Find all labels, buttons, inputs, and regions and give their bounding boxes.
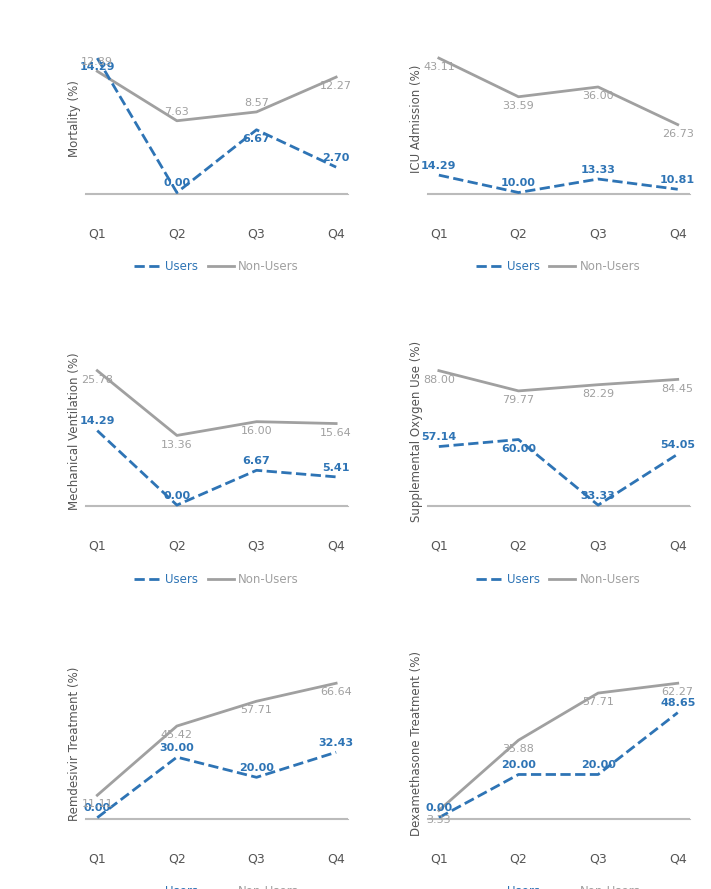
Text: 48.65: 48.65 [660, 699, 695, 709]
Text: 26.73: 26.73 [662, 129, 694, 139]
Text: 54.05: 54.05 [661, 440, 695, 450]
Text: 45.42: 45.42 [161, 730, 193, 741]
Text: 12.89: 12.89 [81, 57, 113, 67]
Y-axis label: Supplemental Oxygen Use (%): Supplemental Oxygen Use (%) [410, 340, 423, 522]
Text: 20.00: 20.00 [581, 760, 616, 771]
Text: 36.00: 36.00 [582, 92, 614, 101]
Text: 32.43: 32.43 [319, 738, 353, 748]
Legend: Users, Non-Users: Users, Non-Users [471, 568, 646, 590]
Text: 14.29: 14.29 [421, 161, 456, 171]
Y-axis label: Remdesivir Treatment (%): Remdesivir Treatment (%) [68, 667, 81, 821]
Text: 8.57: 8.57 [244, 98, 269, 108]
Y-axis label: Dexamethasone Treatment (%): Dexamethasone Treatment (%) [410, 652, 423, 837]
Text: 88.00: 88.00 [423, 375, 455, 385]
Text: 35.88: 35.88 [503, 744, 535, 755]
Text: 33.33: 33.33 [581, 491, 616, 501]
Text: 2.70: 2.70 [323, 153, 350, 163]
Text: 0.00: 0.00 [84, 804, 111, 813]
Legend: Users, Non-Users: Users, Non-Users [129, 881, 304, 889]
Y-axis label: Mechanical Ventilation (%): Mechanical Ventilation (%) [68, 352, 81, 510]
Text: 60.00: 60.00 [501, 444, 536, 453]
Text: 13.33: 13.33 [581, 164, 616, 175]
Legend: Users, Non-Users: Users, Non-Users [129, 568, 304, 590]
Text: 0.00: 0.00 [164, 491, 191, 501]
Text: 66.64: 66.64 [320, 687, 352, 697]
Text: 6.67: 6.67 [242, 134, 270, 144]
Text: 6.67: 6.67 [242, 456, 270, 466]
Text: 13.36: 13.36 [161, 439, 193, 450]
Text: 43.11: 43.11 [423, 62, 455, 72]
Text: 3.33: 3.33 [427, 814, 451, 825]
Text: 84.45: 84.45 [662, 383, 694, 394]
Legend: Users, Non-Users: Users, Non-Users [471, 881, 646, 889]
Text: 12.27: 12.27 [320, 81, 352, 92]
Text: 20.00: 20.00 [501, 760, 536, 771]
Text: 57.14: 57.14 [421, 432, 456, 443]
Text: 11.11: 11.11 [82, 799, 113, 809]
Text: 33.59: 33.59 [503, 101, 535, 111]
Y-axis label: ICU Admission (%): ICU Admission (%) [410, 64, 423, 172]
Text: 30.00: 30.00 [159, 743, 194, 753]
Text: 16.00: 16.00 [241, 426, 272, 436]
Text: 14.29: 14.29 [80, 62, 115, 72]
Text: 25.78: 25.78 [81, 375, 113, 385]
Text: 57.71: 57.71 [240, 705, 272, 716]
Text: 10.00: 10.00 [501, 179, 536, 188]
Y-axis label: Mortality (%): Mortality (%) [68, 80, 81, 157]
Legend: Users, Non-Users: Users, Non-Users [471, 256, 646, 278]
Text: 57.71: 57.71 [582, 697, 614, 708]
Text: 82.29: 82.29 [582, 388, 614, 399]
Text: 10.81: 10.81 [661, 175, 695, 185]
Text: 15.64: 15.64 [320, 428, 352, 437]
Text: 0.00: 0.00 [425, 804, 452, 813]
Text: 62.27: 62.27 [662, 687, 694, 697]
Text: 14.29: 14.29 [80, 416, 115, 427]
Text: 20.00: 20.00 [239, 763, 274, 773]
Text: 5.41: 5.41 [322, 463, 350, 473]
Legend: Users, Non-Users: Users, Non-Users [129, 256, 304, 278]
Text: 0.00: 0.00 [164, 179, 191, 188]
Text: 7.63: 7.63 [164, 107, 189, 116]
Text: 79.77: 79.77 [503, 395, 535, 405]
